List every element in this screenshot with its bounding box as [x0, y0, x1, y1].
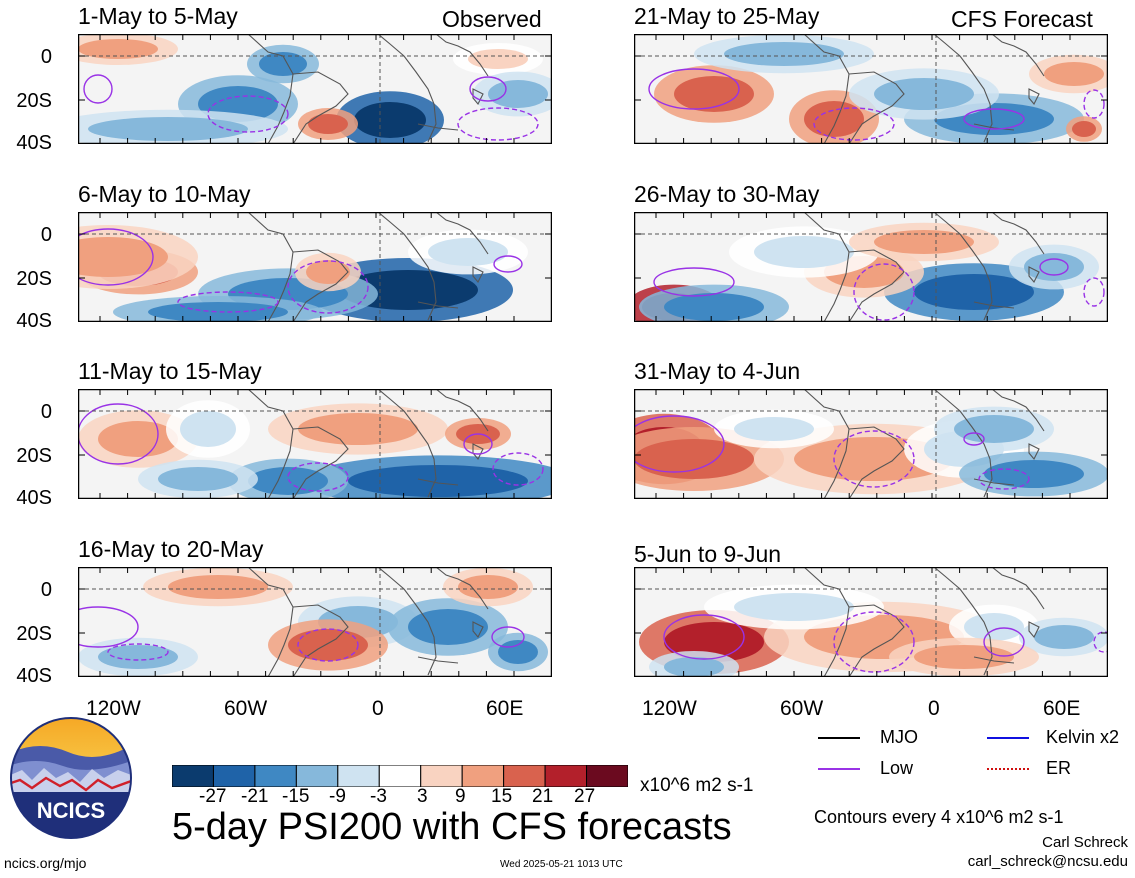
legend-line-mjo	[818, 737, 860, 739]
cb-tick-8: 15	[491, 786, 513, 807]
colorbar	[172, 765, 628, 787]
y-tick-20s-p1: 20S	[16, 90, 52, 112]
legend-label-low: Low	[880, 758, 914, 778]
footer-timestamp: Wed 2025-05-21 1013 UTC	[500, 859, 623, 870]
cb-tick-1: -27	[199, 786, 227, 807]
colorbar-ticks: -27 -21 -15 -9 -3 3 9 15 21 27	[172, 786, 628, 810]
y-tick-20s-p2: 20S	[16, 268, 52, 290]
x-tick-0-left: 0	[372, 697, 384, 720]
x-tick-60e-left: 60E	[486, 697, 524, 720]
author-email: carl_schreck@ncsu.edu	[967, 853, 1128, 870]
contour-note: Contours every 4 x10^6 m2 s-1	[814, 807, 1064, 827]
map-panel-left-1	[78, 34, 552, 144]
map-panel-left-3	[78, 389, 552, 499]
y-tick-0-p3: 0	[40, 401, 52, 423]
panel-title-right-3: 31-May to 4-Jun	[634, 358, 801, 384]
legend-label-er: ER	[1046, 758, 1072, 778]
cb-tick-4: -9	[329, 786, 346, 807]
x-tick-60w-right: 60W	[780, 697, 824, 720]
legend-label-kelvin: Kelvin x2	[1046, 727, 1120, 747]
legend-line-kelvin	[987, 737, 1029, 739]
colorbar-units: x10^6 m2 s-1	[640, 775, 754, 796]
panel-title-left-1: 1-May to 5-May	[78, 3, 238, 29]
y-tick-40s-p1: 40S	[16, 132, 52, 154]
cb-tick-10: 27	[574, 786, 596, 807]
legend-label-mjo: MJO	[880, 727, 918, 747]
y-tick-40s-p2: 40S	[16, 310, 52, 332]
observed-label: Observed	[442, 6, 542, 32]
map-panel-left-2	[78, 212, 552, 322]
panel-title-left-2: 6-May to 10-May	[78, 181, 251, 207]
legend-line-er	[987, 768, 1029, 772]
map-panel-right-4	[634, 567, 1108, 677]
panel-title-right-2: 26-May to 30-May	[634, 181, 820, 207]
cb-tick-2: -21	[241, 786, 269, 807]
cb-tick-6: 3	[417, 786, 428, 807]
panel-title-left-3: 11-May to 15-May	[78, 358, 262, 384]
map-panel-right-1	[634, 34, 1108, 144]
figure-title: 5-day PSI200 with CFS forecasts	[172, 806, 732, 848]
map-panel-left-4	[78, 567, 552, 677]
panel-title-right-1: 21-May to 25-May	[634, 3, 820, 29]
legend-line-low	[818, 768, 860, 770]
y-tick-0-p4: 0	[40, 579, 52, 601]
cfs-forecast-label: CFS Forecast	[951, 6, 1093, 32]
author-name: Carl Schreck	[1042, 834, 1128, 851]
footer-url[interactable]: ncics.org/mjo	[4, 855, 87, 871]
cb-tick-9: 21	[532, 786, 554, 807]
y-tick-40s-p4: 40S	[16, 665, 52, 687]
ncics-logo: NCICS	[10, 717, 132, 839]
panel-title-right-4: 5-Jun to 9-Jun	[634, 541, 782, 567]
x-tick-60e-right: 60E	[1043, 697, 1081, 720]
x-tick-120w-left: 120W	[86, 697, 141, 720]
x-tick-120w-right: 120W	[642, 697, 697, 720]
y-tick-40s-p3: 40S	[16, 487, 52, 509]
map-panel-right-3	[634, 389, 1108, 499]
map-panel-right-2	[634, 212, 1108, 322]
panel-title-left-4: 16-May to 20-May	[78, 536, 264, 562]
x-tick-60w-left: 60W	[224, 697, 268, 720]
y-tick-20s-p3: 20S	[16, 445, 52, 467]
cb-tick-5: -3	[370, 786, 387, 807]
y-tick-0-p1: 0	[40, 46, 52, 68]
x-tick-0-right: 0	[928, 697, 940, 720]
y-tick-0-p2: 0	[40, 224, 52, 246]
y-tick-20s-p4: 20S	[16, 623, 52, 645]
cb-tick-7: 9	[455, 786, 466, 807]
cb-tick-3: -15	[282, 786, 310, 807]
logo-text: NCICS	[37, 798, 105, 823]
